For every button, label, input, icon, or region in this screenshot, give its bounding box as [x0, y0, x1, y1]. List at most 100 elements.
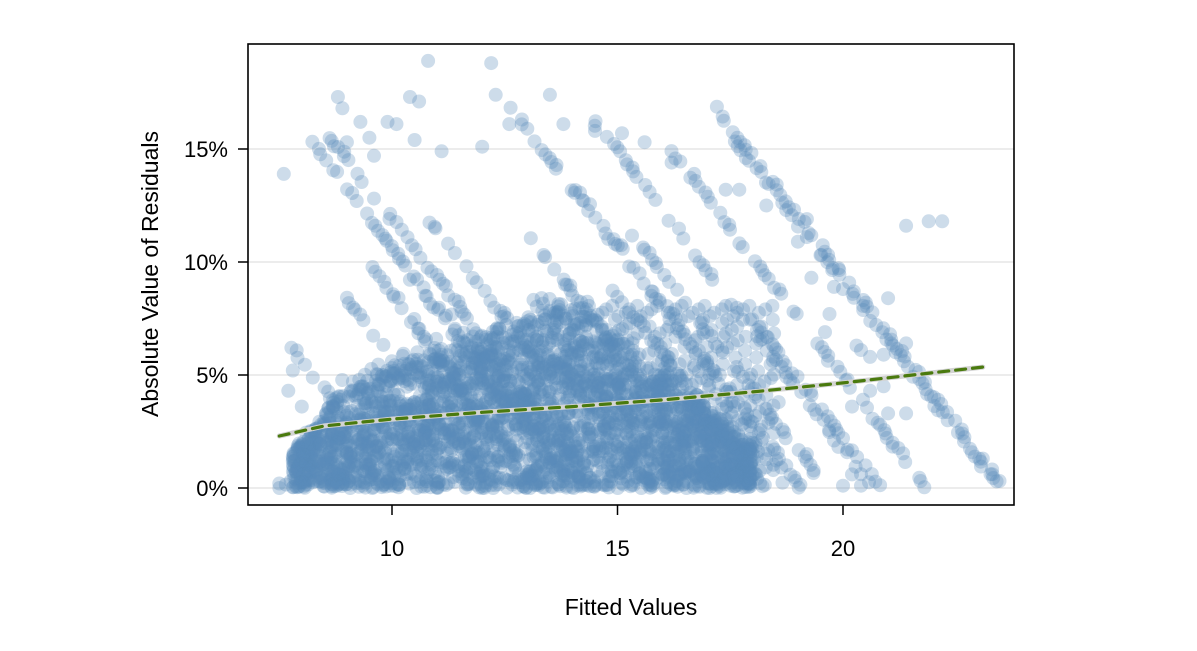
- data-point: [478, 357, 493, 372]
- data-point: [339, 437, 353, 451]
- data-point: [369, 447, 384, 462]
- data-point: [570, 478, 585, 493]
- data-point: [598, 366, 613, 381]
- data-point: [597, 411, 612, 426]
- data-point: [323, 404, 338, 419]
- data-point: [325, 427, 339, 442]
- data-point: [449, 363, 464, 378]
- data-point: [322, 440, 337, 455]
- data-point: [325, 469, 339, 484]
- data-point: [525, 350, 540, 365]
- data-point: [426, 433, 440, 448]
- data-point: [491, 430, 506, 445]
- data-point: [616, 477, 631, 492]
- data-point: [431, 475, 445, 490]
- data-point: [520, 431, 535, 446]
- data-point: [397, 374, 412, 389]
- data-point: [665, 383, 680, 398]
- data-point: [368, 472, 383, 487]
- data-point: [521, 310, 536, 325]
- data-point: [444, 455, 459, 470]
- data-point: [737, 471, 752, 485]
- data-point: [699, 434, 714, 449]
- data-point: [322, 131, 337, 146]
- data-point: [436, 358, 451, 373]
- data-point: [482, 429, 497, 444]
- data-point: [602, 339, 617, 354]
- data-point: [432, 417, 446, 432]
- data-point: [470, 341, 485, 356]
- data-point: [657, 368, 672, 383]
- data-point: [478, 475, 493, 490]
- data-point: [483, 417, 498, 432]
- data-point: [623, 408, 638, 423]
- data-point: [379, 465, 394, 480]
- data-point: [444, 376, 459, 391]
- data-point: [462, 376, 477, 391]
- data-point: [393, 368, 408, 383]
- data-point: [546, 306, 561, 321]
- data-point: [343, 438, 358, 453]
- data-point: [370, 476, 385, 491]
- data-point: [550, 409, 565, 423]
- data-point: [366, 443, 381, 458]
- data-point: [362, 457, 377, 472]
- data-point: [437, 389, 452, 404]
- data-point: [340, 290, 354, 305]
- data-point: [951, 425, 965, 440]
- data-point: [615, 370, 630, 385]
- data-point: [566, 466, 581, 480]
- data-point: [397, 417, 412, 432]
- data-point: [508, 417, 523, 432]
- data-point: [549, 370, 564, 385]
- data-point: [467, 423, 482, 438]
- data-point: [550, 454, 564, 469]
- data-point: [614, 407, 629, 422]
- data-point: [349, 387, 364, 402]
- data-point: [303, 464, 318, 479]
- data-point: [689, 430, 704, 445]
- data-point: [502, 117, 517, 132]
- data-point: [558, 361, 573, 376]
- data-point: [645, 377, 659, 391]
- data-point: [696, 448, 710, 463]
- data-point: [361, 439, 376, 454]
- data-point: [419, 470, 434, 485]
- data-point: [567, 346, 582, 361]
- data-point: [519, 471, 534, 486]
- data-point: [671, 420, 686, 435]
- data-point: [704, 479, 719, 494]
- data-point: [689, 470, 704, 485]
- data-point: [840, 442, 855, 457]
- data-point: [419, 450, 433, 465]
- data-point: [466, 382, 481, 397]
- data-point: [592, 444, 607, 459]
- data-point: [681, 415, 695, 430]
- data-point: [608, 437, 623, 452]
- data-point: [566, 323, 581, 338]
- data-point: [529, 333, 544, 348]
- data-point: [549, 319, 564, 334]
- data-point: [578, 369, 593, 384]
- data-point: [416, 432, 431, 447]
- data-point: [538, 408, 553, 423]
- data-point: [285, 464, 300, 479]
- data-point: [587, 340, 602, 355]
- data-point: [667, 440, 682, 455]
- data-point: [402, 357, 417, 372]
- data-point: [628, 416, 643, 431]
- data-point: [451, 436, 466, 451]
- data-point: [347, 459, 362, 474]
- data-point: [572, 333, 587, 348]
- data-point: [475, 468, 490, 483]
- data-point: [676, 433, 691, 448]
- data-point: [362, 457, 376, 472]
- data-point: [403, 362, 418, 377]
- data-point: [505, 396, 520, 411]
- data-point: [684, 408, 699, 423]
- data-point: [498, 454, 513, 469]
- data-point: [490, 325, 505, 340]
- data-point: [637, 135, 652, 150]
- data-point: [456, 346, 471, 361]
- data-point: [827, 433, 841, 448]
